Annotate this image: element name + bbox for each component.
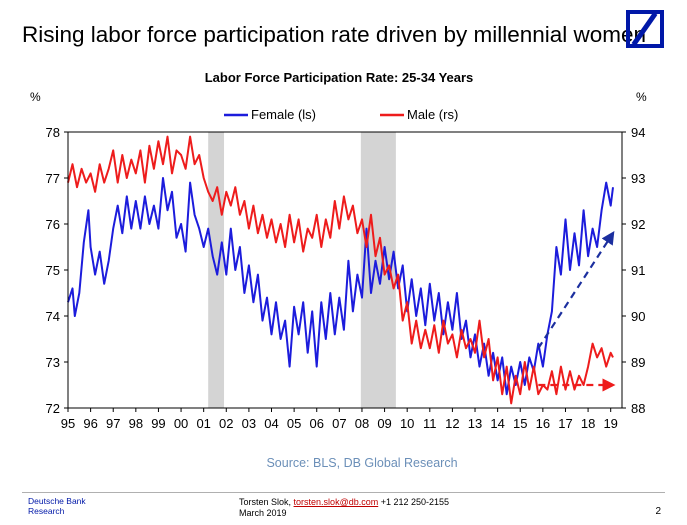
deutsche-bank-logo bbox=[626, 10, 664, 48]
right-axis: 88 89 90 91 92 93 94 bbox=[622, 125, 645, 416]
x-axis: 95 96 97 98 99 00 01 02 03 04 05 06 07 08 09 10 11 12 13 14… bbox=[61, 408, 618, 431]
x-tick-label: 07 bbox=[332, 416, 346, 431]
plot-frame bbox=[67, 131, 623, 409]
x-tick-label: 06 bbox=[310, 416, 324, 431]
female-trend-arrow bbox=[537, 230, 615, 349]
x-tick-label: 12 bbox=[445, 416, 459, 431]
right-tick-label: 93 bbox=[631, 171, 645, 186]
left-tick-label: 77 bbox=[46, 171, 60, 186]
legend-male-label: Male (rs) bbox=[407, 107, 458, 122]
series-layer bbox=[67, 135, 616, 405]
left-tick-label: 76 bbox=[46, 217, 60, 232]
footer-org: Deutsche Bank Research bbox=[28, 496, 86, 516]
right-axis-unit: % bbox=[636, 90, 647, 104]
line-chart: Labor Force Participation Rate: 25-34 Ye… bbox=[30, 70, 647, 470]
right-tick-label: 89 bbox=[631, 355, 645, 370]
x-tick-label: 09 bbox=[377, 416, 391, 431]
x-tick-label: 17 bbox=[558, 416, 572, 431]
x-tick-label: 01 bbox=[196, 416, 210, 431]
chart-title: Labor Force Participation Rate: 25-34 Ye… bbox=[205, 70, 474, 85]
x-tick-label: 13 bbox=[468, 416, 482, 431]
x-tick-label: 00 bbox=[174, 416, 188, 431]
left-tick-label: 75 bbox=[46, 263, 60, 278]
x-tick-label: 19 bbox=[603, 416, 617, 431]
legend: Female (ls) Male (rs) bbox=[224, 107, 458, 122]
footer-date: March 2019 bbox=[239, 508, 287, 518]
footer-divider bbox=[22, 492, 665, 493]
male-series-line bbox=[67, 135, 614, 405]
x-tick-label: 02 bbox=[219, 416, 233, 431]
left-tick-label: 78 bbox=[46, 125, 60, 140]
x-tick-label: 95 bbox=[61, 416, 75, 431]
x-tick-label: 04 bbox=[264, 416, 278, 431]
x-tick-label: 14 bbox=[490, 416, 504, 431]
page-number: 2 bbox=[655, 506, 661, 517]
right-tick-label: 91 bbox=[631, 263, 645, 278]
x-tick-label: 16 bbox=[536, 416, 550, 431]
right-tick-label: 88 bbox=[631, 401, 645, 416]
x-tick-label: 08 bbox=[355, 416, 369, 431]
x-tick-label: 10 bbox=[400, 416, 414, 431]
right-tick-label: 92 bbox=[631, 217, 645, 232]
footer-contact: Torsten Slok, torsten.slok@db.com +1 212… bbox=[239, 497, 449, 519]
x-tick-label: 97 bbox=[106, 416, 120, 431]
recession-bands bbox=[208, 132, 396, 408]
x-tick-label: 96 bbox=[83, 416, 97, 431]
chart-source: Source: BLS, DB Global Research bbox=[266, 456, 457, 470]
x-tick-label: 99 bbox=[151, 416, 165, 431]
legend-female-label: Female (ls) bbox=[251, 107, 316, 122]
x-tick-label: 03 bbox=[242, 416, 256, 431]
x-tick-label: 98 bbox=[129, 416, 143, 431]
left-tick-label: 73 bbox=[46, 355, 60, 370]
right-tick-label: 94 bbox=[631, 125, 645, 140]
left-tick-label: 74 bbox=[46, 309, 60, 324]
footer-phone: +1 212 250-2155 bbox=[380, 497, 450, 507]
x-tick-label: 18 bbox=[581, 416, 595, 431]
x-tick-label: 11 bbox=[423, 416, 437, 431]
slide-title: Rising labor force participation rate dr… bbox=[22, 22, 647, 47]
right-tick-label: 90 bbox=[631, 309, 645, 324]
x-tick-label: 15 bbox=[513, 416, 527, 431]
footer-org-name: Deutsche Bank bbox=[28, 496, 86, 506]
x-tick-label: 05 bbox=[287, 416, 301, 431]
left-axis-unit: % bbox=[30, 90, 41, 104]
female-series-line bbox=[67, 177, 614, 396]
footer-org-unit: Research bbox=[28, 506, 65, 516]
left-axis: 72 73 74 75 76 77 78 bbox=[46, 125, 68, 416]
footer-author-name: Torsten Slok, bbox=[239, 497, 292, 507]
left-tick-label: 72 bbox=[46, 401, 60, 416]
footer-email-link[interactable]: torsten.slok@db.com bbox=[293, 497, 379, 507]
